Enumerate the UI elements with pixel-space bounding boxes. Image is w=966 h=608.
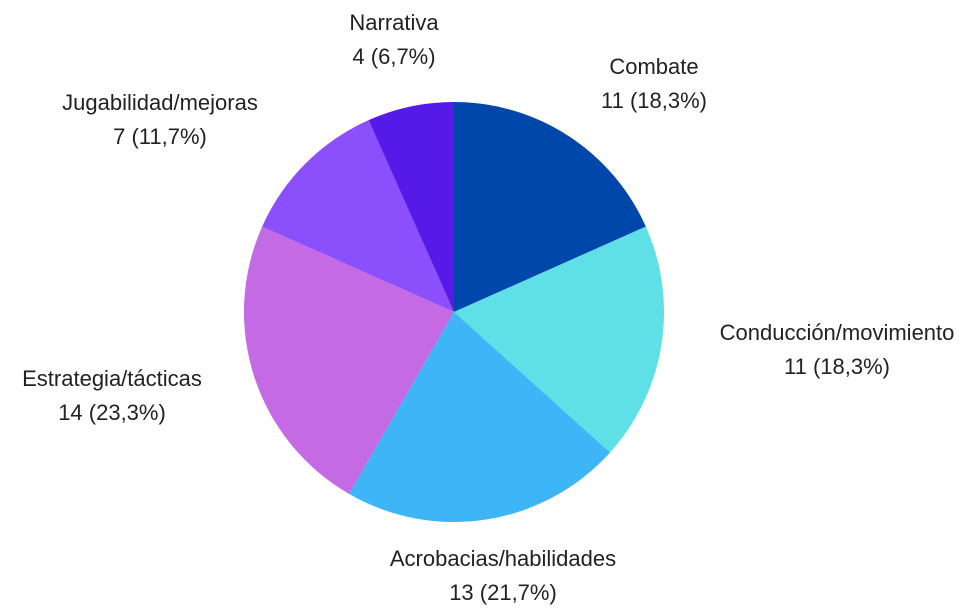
slice-value-label-4: 14 (23,3%) <box>58 400 166 425</box>
pie-slice-5 <box>262 120 454 312</box>
pie-slice-1 <box>454 102 646 312</box>
slice-label-1: Combate <box>609 54 698 79</box>
slice-label-group-1: Combate 11 (18,3%) <box>601 54 707 113</box>
pie-slice-6 <box>368 102 454 312</box>
pie-slice-3 <box>349 312 611 523</box>
pie-labels: Combate 11 (18,3%) Conducción/movimiento 11… <box>22 10 954 605</box>
pie-slice-4 <box>244 226 454 494</box>
pie-slice-2 <box>454 226 664 453</box>
slice-value-label-5: 7 (11,7%) <box>113 124 207 149</box>
slice-label-group-2: Conducción/movimiento 11 (18,3%) <box>720 320 955 379</box>
slice-label-group-6: Narrativa 4 (6,7%) <box>349 10 439 69</box>
slice-value-label-1: 11 (18,3%) <box>601 88 707 113</box>
slice-value-label-3: 13 (21,7%) <box>449 580 557 605</box>
slice-value-label-6: 4 (6,7%) <box>352 44 435 69</box>
pie-slices <box>244 102 664 523</box>
slice-label-group-5: Jugabilidad/mejoras 7 (11,7%) <box>62 90 258 149</box>
slice-label-group-3: Acrobacias/habilidades 13 (21,7%) <box>390 546 616 605</box>
slice-label-6: Narrativa <box>349 10 439 35</box>
slice-label-5: Jugabilidad/mejoras <box>62 90 258 115</box>
slice-value-label-2: 11 (18,3%) <box>784 354 890 379</box>
slice-label-4: Estrategia/tácticas <box>22 366 202 391</box>
slice-label-2: Conducción/movimiento <box>720 320 955 345</box>
slice-label-group-4: Estrategia/tácticas 14 (23,3%) <box>22 366 202 425</box>
slice-label-3: Acrobacias/habilidades <box>390 546 616 571</box>
